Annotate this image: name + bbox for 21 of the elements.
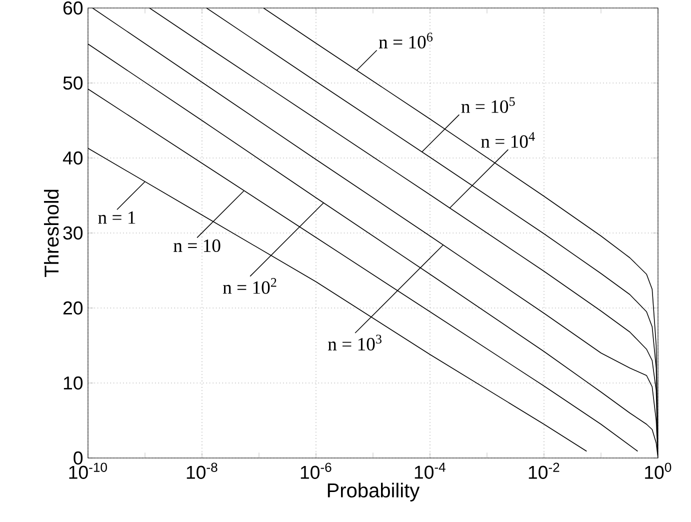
annotation: n = 10$^{4}$ — [481, 132, 535, 148]
y-tick-label: 40 — [62, 151, 83, 165]
y-tick-label: 20 — [63, 301, 83, 315]
x-tick-label: 10$^{0}$ — [645, 462, 672, 479]
annotation: n = 10$^{6}$ — [378, 32, 433, 49]
x-tick-label: 10$^{-8}$ — [186, 462, 218, 479]
x-tick-label: 10$^{-2}$ — [528, 462, 560, 479]
y-tick-label: 30 — [63, 226, 83, 240]
y-tick-label: 0 — [74, 451, 83, 465]
annotation: n = 1 — [98, 211, 136, 224]
x-tick-label: 10$^{-6}$ — [300, 462, 332, 479]
x-axis-title: Probability — [328, 482, 420, 502]
annotation: n = 10 — [174, 239, 220, 252]
annotation: n = 10$^{3}$ — [328, 334, 382, 351]
annotation: n = 10$^{5}$ — [461, 97, 515, 113]
y-tick-label: 10 — [64, 376, 83, 390]
annotation: n = 10$^{2}$ — [222, 278, 276, 294]
y-axis-title: Threshold — [44, 190, 59, 278]
x-tick-label: 10$^{-4}$ — [414, 462, 446, 479]
y-tick-label: 50 — [63, 76, 83, 90]
y-tick-label: 60 — [63, 1, 83, 15]
